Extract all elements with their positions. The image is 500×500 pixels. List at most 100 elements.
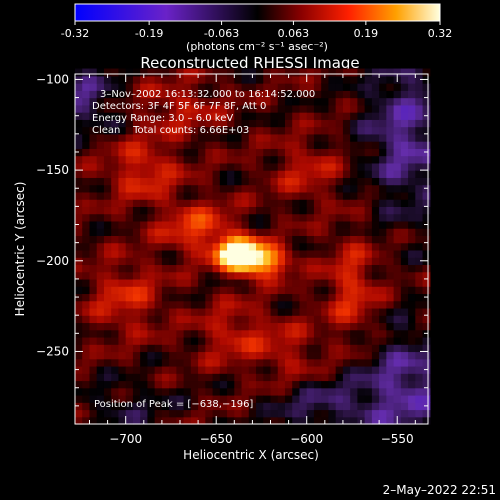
heatmap-cell [371, 249, 380, 258]
heatmap-cell [400, 416, 409, 425]
heatmap-cell [263, 199, 272, 207]
heatmap-cell [313, 336, 322, 345]
heatmap-cell [154, 387, 163, 396]
heatmap-cell [306, 394, 315, 403]
heatmap-cell [277, 293, 286, 302]
heatmap-cell [147, 75, 156, 84]
heatmap-cell [82, 162, 91, 171]
heatmap-cell [103, 184, 112, 193]
heatmap-cell [219, 365, 228, 374]
heatmap-cell [277, 83, 286, 91]
heatmap-cell [118, 402, 127, 411]
heatmap-cell [248, 126, 257, 135]
heatmap-cell [111, 235, 120, 244]
heatmap-cell [169, 170, 177, 178]
heatmap-cell [292, 148, 301, 157]
heatmap-cell [190, 141, 199, 149]
heatmap-cell [256, 257, 264, 266]
heatmap-cell [154, 307, 163, 316]
heatmap-cell [393, 336, 402, 345]
heatmap-cell [379, 336, 387, 345]
heatmap-cell [176, 351, 185, 360]
heatmap-cell [125, 242, 134, 251]
heatmap-cell [386, 126, 395, 135]
heatmap-cell [342, 307, 351, 316]
heatmap-cell [299, 235, 308, 244]
heatmap-cell [183, 409, 192, 418]
heatmap-cell [313, 300, 322, 309]
heatmap-cell [96, 213, 105, 222]
heatmap-cell [125, 402, 134, 411]
heatmap-cell [241, 141, 250, 149]
heatmap-cell [96, 155, 105, 164]
heatmap-cell [96, 315, 105, 324]
heatmap-cell [256, 220, 264, 229]
heatmap-cell [408, 416, 416, 425]
heatmap-cell [176, 344, 185, 353]
heatmap-cell [147, 271, 156, 280]
peak-position-text: Position of Peak = [−638,−196] [94, 399, 253, 410]
heatmap-cell [415, 373, 424, 382]
heatmap-cell [379, 344, 387, 353]
heatmap-cell [386, 162, 395, 171]
plot-frame [74, 73, 429, 425]
heatmap-cell [125, 264, 134, 273]
heatmap-cell [277, 112, 286, 120]
heatmap-cell [386, 228, 395, 236]
heatmap-cell [422, 162, 431, 171]
heatmap-cell [277, 148, 286, 157]
heatmap-cell [82, 373, 91, 382]
heatmap-cell [263, 97, 272, 106]
heatmap-cell [234, 293, 243, 302]
heatmap-cell [393, 322, 402, 331]
heatmap-cell [379, 329, 387, 338]
heatmap-cell [422, 206, 431, 215]
heatmap-cell [263, 264, 272, 273]
heatmap-cell [219, 394, 228, 403]
heatmap-cell [248, 249, 257, 258]
heatmap-cell [364, 394, 373, 403]
heatmap-cell [154, 235, 163, 244]
heatmap-cell [227, 351, 235, 360]
heatmap-cell [241, 264, 250, 273]
heatmap-cell [415, 191, 424, 200]
heatmap-cell [306, 387, 315, 396]
heatmap-cell [415, 155, 424, 164]
heatmap-cell [321, 249, 330, 258]
heatmap-cell [132, 177, 141, 186]
heatmap-cell [321, 351, 330, 360]
heatmap-cell [212, 90, 221, 99]
heatmap-cell [350, 90, 358, 99]
heatmap-cell [118, 373, 127, 382]
heatmap-cell [299, 300, 308, 309]
heatmap-cell [292, 278, 301, 287]
heatmap-cell [103, 170, 112, 178]
heatmap-cell [313, 315, 322, 324]
heatmap-cell [371, 380, 380, 389]
heatmap-cell [103, 249, 112, 258]
heatmap-cell [89, 213, 98, 222]
heatmap-cell [393, 235, 402, 244]
heatmap-cell [176, 104, 185, 113]
heatmap-cell [342, 83, 351, 91]
heatmap-cell [292, 68, 301, 77]
heatmap-cell [248, 322, 257, 331]
heatmap-cell [379, 162, 387, 171]
heatmap-cell [111, 264, 120, 273]
heatmap-cell [198, 242, 206, 251]
heatmap-cell [234, 199, 243, 207]
heatmap-cell [393, 97, 402, 106]
heatmap-cell [256, 278, 264, 287]
heatmap-cell [154, 351, 163, 360]
heatmap-cell [357, 112, 366, 120]
heatmap-cell [205, 148, 214, 157]
heatmap-cell [161, 191, 170, 200]
heatmap-cell [263, 141, 272, 149]
heatmap-cell [277, 271, 286, 280]
heatmap-cell [118, 329, 127, 338]
heatmap-cell [321, 278, 330, 287]
heatmap-cell [241, 112, 250, 120]
heatmap-cell [154, 228, 163, 236]
heatmap-cell [263, 242, 272, 251]
heatmap-cell [342, 213, 351, 222]
